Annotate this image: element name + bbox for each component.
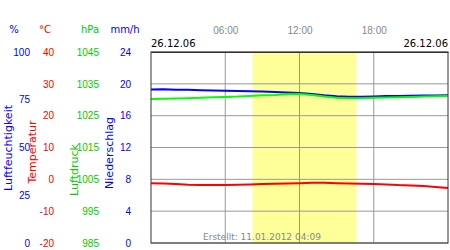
plot-frame xyxy=(151,52,448,243)
x-axis-line xyxy=(152,52,449,53)
y-tick-label: 12 xyxy=(120,142,132,153)
y-tick: 985 xyxy=(82,238,99,249)
y-tick-label: 8 xyxy=(125,174,131,185)
date-label: 26.12.06 xyxy=(151,38,196,49)
y-tick: 0 xyxy=(24,238,30,249)
series-line xyxy=(151,183,448,188)
y-tick-label: 995 xyxy=(82,206,99,217)
axis-title: Niederschlag xyxy=(103,117,116,189)
y-tick-label: 0 xyxy=(125,238,131,249)
y-tick-label: -10 xyxy=(40,206,55,217)
y-axis-line xyxy=(131,53,132,244)
y-tick: -10 xyxy=(40,206,55,217)
y-tick-label: 1045 xyxy=(77,47,100,58)
axis-unit: % xyxy=(9,24,19,35)
y-tick-label: 10 xyxy=(43,142,55,153)
y-tick-label: 1035 xyxy=(77,79,100,90)
y-tick-label: 30 xyxy=(43,79,55,90)
x-axis: 06:00 12:00 18:00 xyxy=(152,25,449,53)
y-axis: -20 -10 0 10 20 30 40 xyxy=(40,47,55,249)
y-tick: 995 xyxy=(82,206,99,217)
x-tick: 06:00 xyxy=(213,25,238,52)
y-tick: 4 xyxy=(125,206,131,217)
axis-title: Temperatur xyxy=(26,120,39,185)
y-tick: -20 xyxy=(40,238,55,249)
y-tick: 1025 xyxy=(77,110,100,121)
grid-line-v xyxy=(373,52,374,243)
date-label: 26.12.06 xyxy=(403,38,448,49)
y-tick: 1045 xyxy=(77,47,100,58)
axis-unit: hPa xyxy=(81,24,99,35)
y-axis: 0 4 8 12 16 20 24 xyxy=(120,47,132,249)
y-tick-label: 20 xyxy=(120,79,132,90)
y-tick: 40 xyxy=(43,47,55,58)
grid-line-v xyxy=(299,52,300,243)
y-tick-label: 20 xyxy=(43,110,55,121)
y-tick-label: 40 xyxy=(43,47,55,58)
y-axis-line xyxy=(99,53,100,244)
y-tick-label: 0 xyxy=(24,238,30,249)
y-tick-label: 24 xyxy=(120,47,132,58)
y-tick: 20 xyxy=(43,110,55,121)
y-tick-label: 100 xyxy=(13,47,30,58)
footer: Erstellt: 11.01.2012 04:09 xyxy=(203,232,321,242)
y-tick-label: 985 xyxy=(82,238,99,249)
y-tick-label: 4 xyxy=(125,206,131,217)
x-tick-label: 18:00 xyxy=(362,25,387,36)
chart: 06:0012:0018:000255075100%Luftfeuchtigke… xyxy=(0,0,450,250)
y-axis-line xyxy=(54,53,55,244)
axis-title: Luftfeuchtigkeit xyxy=(2,104,15,191)
series-line xyxy=(151,89,448,96)
x-tick: 12:00 xyxy=(287,25,312,52)
y-tick-label: 0 xyxy=(48,174,54,185)
y-tick-label: 25 xyxy=(19,190,31,201)
y-tick: 20 xyxy=(120,79,132,90)
series-group xyxy=(151,89,448,188)
axis-unit: °C xyxy=(39,24,51,35)
y-tick: 0 xyxy=(48,174,54,185)
x-tick: 18:00 xyxy=(362,25,387,52)
x-tick-label: 06:00 xyxy=(213,25,238,36)
y-tick: 12 xyxy=(120,142,132,153)
x-tick-label: 12:00 xyxy=(287,25,312,36)
axis-title: Luftdruck xyxy=(68,143,81,195)
y-tick: 100 xyxy=(13,47,30,58)
grid-line-v xyxy=(225,52,226,243)
y-tick: 0 xyxy=(125,238,131,249)
y-tick: 10 xyxy=(43,142,55,153)
y-tick-label: 75 xyxy=(19,94,31,105)
y-tick-label: 1025 xyxy=(77,110,100,121)
y-tick: 75 xyxy=(19,94,31,105)
grid xyxy=(151,52,448,243)
y-tick-label: -20 xyxy=(40,238,55,249)
y-tick: 16 xyxy=(120,110,132,121)
y-tick: 8 xyxy=(125,174,131,185)
axis-unit: mm/h xyxy=(110,24,139,35)
y-tick-label: 16 xyxy=(120,110,132,121)
y-tick: 24 xyxy=(120,47,132,58)
y-tick: 25 xyxy=(19,190,31,201)
series-line xyxy=(151,94,448,99)
y-tick: 1035 xyxy=(77,79,100,90)
y-tick: 30 xyxy=(43,79,55,90)
